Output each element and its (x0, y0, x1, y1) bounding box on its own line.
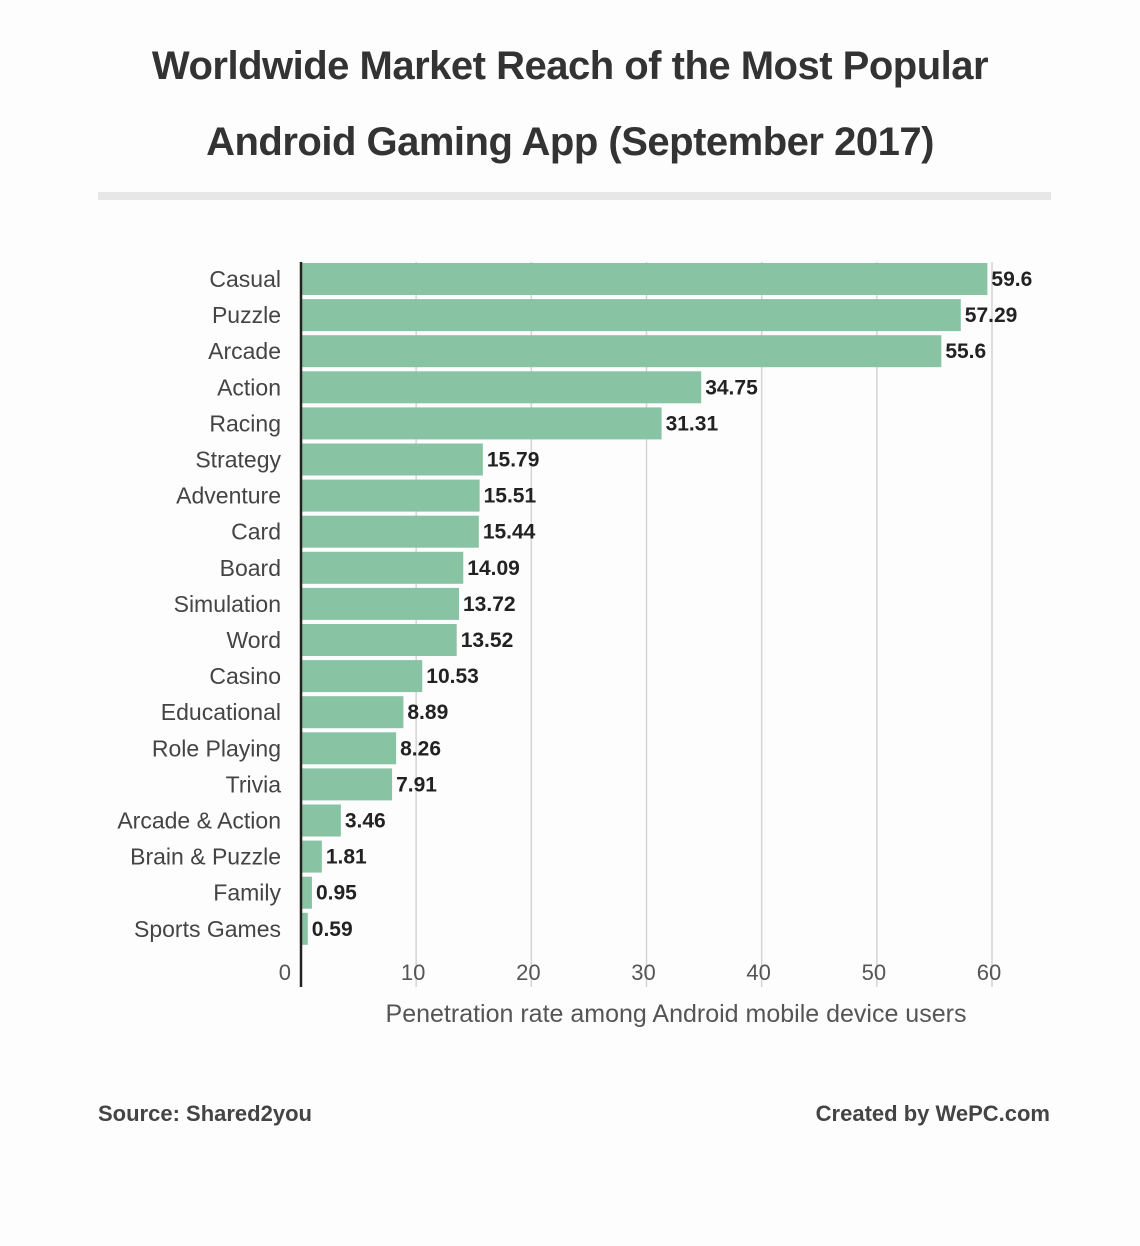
bar (301, 407, 662, 440)
category-label: Role Playing (152, 735, 281, 761)
category-label: Arcade (208, 338, 281, 364)
category-label: Simulation (174, 591, 281, 617)
value-label: 15.44 (483, 521, 536, 544)
category-label: Adventure (176, 483, 281, 509)
value-label: 10.53 (426, 665, 479, 688)
bar (301, 371, 702, 404)
chart-title-line-2: Android Gaming App (September 2017) (206, 120, 934, 164)
category-label: Strategy (195, 447, 281, 473)
bar (301, 587, 460, 620)
category-label: Puzzle (212, 302, 281, 328)
bar (301, 443, 483, 476)
x-tick-label: 50 (862, 960, 886, 985)
category-label: Casual (209, 266, 281, 292)
bar (301, 263, 988, 295)
value-label: 14.09 (467, 557, 520, 580)
credit-note: Created by WePC.com (815, 1101, 1050, 1126)
x-tick-label: 40 (746, 960, 770, 985)
bar (301, 299, 961, 332)
category-label: Sports Games (134, 916, 281, 942)
category-label: Board (220, 555, 281, 581)
bar (301, 515, 479, 548)
category-label: Action (217, 374, 281, 400)
value-label: 59.6 (991, 268, 1032, 291)
value-label: 34.75 (705, 376, 758, 399)
value-label: 31.31 (666, 412, 719, 435)
value-labels: 59.6 57.29 55.6 34.75 31.31 15.79 15.51 15.44 14… (312, 268, 1032, 941)
bar (301, 335, 942, 368)
bar (301, 551, 464, 584)
category-label: Racing (209, 410, 281, 436)
value-label: 0.59 (312, 918, 353, 941)
x-tick-label: 30 (631, 960, 655, 985)
x-tick-label: 60 (977, 960, 1001, 985)
source-note: Source: Shared2you (98, 1101, 312, 1126)
bar (301, 912, 308, 945)
title-divider (98, 192, 1051, 200)
category-label: Casino (209, 663, 281, 689)
x-tick-labels: 0 10 20 30 40 50 60 (279, 960, 1001, 985)
chart-title-line-1: Worldwide Market Reach of the Most Popul… (151, 44, 989, 88)
value-label: 8.89 (407, 701, 448, 724)
category-label: Trivia (226, 771, 282, 797)
gridlines (415, 262, 993, 987)
value-label: 55.6 (945, 340, 986, 363)
value-label: 7.91 (396, 773, 437, 796)
value-label: 8.26 (400, 737, 441, 760)
bar (301, 660, 423, 693)
value-label: 15.79 (487, 449, 540, 472)
category-label: Word (226, 627, 281, 653)
bar (301, 768, 393, 801)
bar (301, 840, 322, 873)
bar (301, 624, 457, 656)
x-axis-label: Penetration rate among Android mobile de… (386, 1000, 967, 1028)
value-label: 3.46 (345, 810, 386, 833)
category-label: Card (231, 519, 281, 545)
bar (301, 732, 397, 765)
x-tick-label: 20 (516, 960, 540, 985)
bar (301, 696, 404, 729)
value-label: 57.29 (965, 304, 1018, 327)
value-label: 15.51 (484, 485, 537, 508)
x-tick-label: 0 (279, 960, 291, 985)
bar (301, 876, 312, 909)
category-label: Family (213, 880, 281, 906)
category-label: Arcade & Action (117, 808, 281, 834)
bars (301, 263, 988, 945)
category-label: Brain & Puzzle (130, 844, 281, 870)
x-tick-label: 10 (401, 960, 425, 985)
bar (301, 479, 480, 512)
value-label: 0.95 (316, 882, 357, 905)
value-label: 1.81 (326, 846, 367, 869)
category-label: Educational (161, 699, 281, 725)
bar (301, 804, 341, 837)
value-label: 13.72 (463, 593, 516, 616)
category-labels: Casual Puzzle Arcade Action Racing Strategy Ad… (117, 266, 281, 942)
value-label: 13.52 (461, 629, 514, 652)
